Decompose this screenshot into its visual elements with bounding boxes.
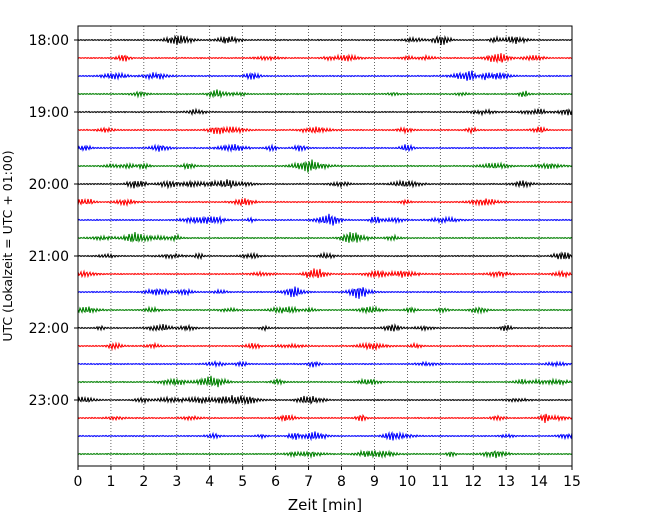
x-tick-label-1: 1 [106,474,115,490]
seismogram-trace-6 [77,125,573,135]
seismogram-trace-3 [77,70,573,82]
y-tick-label-18:00: 18:00 [29,33,69,49]
x-tick-label-5: 5 [238,474,247,490]
x-tick-label-13: 13 [497,474,515,490]
x-tick-label-8: 8 [337,474,346,490]
seismogram-trace-16 [77,305,573,315]
grid-lines [110,26,540,466]
y-axis-ticks: 18:00 19:00 20:00 21:00 22:00 23:00 [29,33,78,409]
seismogram-trace-18 [77,341,573,352]
seismogram-trace-7 [77,143,573,153]
y-tick-label-23:00: 23:00 [29,393,69,409]
x-tick-label-6: 6 [271,474,280,490]
x-axis-ticks: 0 1 2 3 4 5 6 7 8 9 10 11 12 13 14 15 [74,466,581,490]
seismogram-trace-4 [77,89,573,99]
x-tick-label-4: 4 [205,474,214,490]
x-tick-label-3: 3 [172,474,181,490]
x-tick-label-12: 12 [464,474,482,490]
y-tick-label-19:00: 19:00 [29,105,69,121]
seismogram-trace-17 [77,322,573,333]
seismogram-trace-24 [77,449,573,459]
x-tick-label-10: 10 [398,474,416,490]
seismogram-trace-19 [77,360,573,369]
seismogram-trace-8 [77,159,573,173]
seismogram-trace-5 [77,107,573,117]
seismogram-trace-22 [77,413,573,424]
y-tick-label-22:00: 22:00 [29,321,69,337]
x-tick-label-11: 11 [431,474,449,490]
y-tick-label-21:00: 21:00 [29,249,69,265]
x-tick-label-2: 2 [139,474,148,490]
x-tick-label-14: 14 [530,474,548,490]
seismogram-trace-12 [77,231,573,243]
y-axis-label: UTC (Lokalzeit = UTC + 01:00) [0,150,15,341]
seismogram-trace-11 [77,213,573,226]
seismogram-trace-10 [77,197,573,207]
seismogram-trace-23 [77,430,573,442]
plot-frame [77,25,573,467]
seismogram-trace-20 [77,375,573,388]
seismogram-trace-21 [77,395,573,406]
x-tick-label-15: 15 [563,474,581,490]
traces [77,34,573,459]
seismogram-trace-1 [77,34,573,46]
x-tick-label-7: 7 [304,474,313,490]
y-tick-label-20:00: 20:00 [29,177,69,193]
seismogram-trace-2 [77,53,573,64]
seismogram-trace-15 [77,286,573,299]
seismogram-trace-14 [77,268,573,279]
x-tick-label-0: 0 [74,474,83,490]
x-tick-label-9: 9 [370,474,379,490]
seismogram-trace-13 [77,251,573,261]
seismogram-trace-9 [77,179,573,190]
x-axis-label: Zeit [min] [288,496,362,514]
